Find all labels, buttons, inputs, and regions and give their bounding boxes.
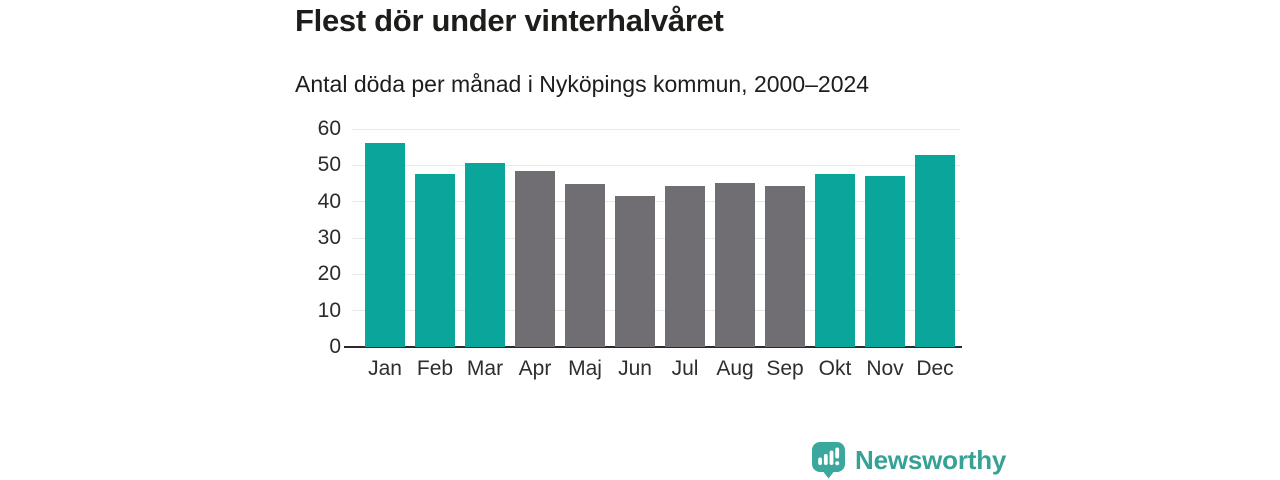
bar-feb — [415, 173, 455, 347]
bar-maj — [565, 183, 605, 347]
ytick-label-10: 10 — [317, 298, 341, 322]
ytick-label-40: 40 — [317, 189, 341, 213]
bar-apr — [515, 170, 555, 347]
bar-sep — [765, 186, 805, 347]
ytick-label-0: 0 — [329, 335, 341, 358]
ytick-label-60: 60 — [317, 117, 341, 140]
gridline-10 — [352, 310, 960, 312]
bar-jun — [615, 195, 655, 347]
xtick-label-okt: Okt — [818, 357, 852, 380]
xtick-label-maj: Maj — [568, 357, 602, 380]
brand-footer: Newsworthy — [811, 441, 1006, 479]
xtick-label-feb: Feb — [416, 357, 454, 380]
bar-okt — [815, 173, 855, 347]
newsworthy-logo-icon — [811, 441, 846, 479]
xtick-label-aug: Aug — [716, 357, 754, 380]
xtick-label-dec: Dec — [916, 357, 954, 380]
bar-jan — [365, 142, 405, 347]
brand-name: Newsworthy — [855, 444, 1007, 475]
x-axis-line — [344, 346, 962, 348]
xtick-label-jan: Jan — [368, 357, 402, 380]
xtick-label-jun: Jun — [618, 357, 652, 380]
gridline-20 — [352, 273, 960, 275]
gridline-50 — [352, 164, 960, 166]
plot-area: 0 10 20 30 40 50 60 Jan Feb Mar Apr Maj Jun Jul Aug Sep… — [318, 117, 962, 380]
page-title: Flest dör under vinterhalvåret — [295, 3, 724, 38]
xtick-label-mar: Mar — [466, 357, 504, 380]
bar-jul — [665, 186, 705, 347]
gridline-60 — [352, 128, 960, 130]
ytick-label-20: 20 — [317, 262, 341, 286]
xtick-label-nov: Nov — [866, 357, 904, 380]
xtick-label-sep: Sep — [766, 357, 804, 380]
bar-aug — [715, 182, 755, 347]
xtick-label-jul: Jul — [671, 357, 699, 380]
ytick-label-50: 50 — [317, 153, 341, 177]
ytick-label-30: 30 — [317, 226, 341, 249]
gridline-40 — [352, 201, 960, 203]
page-subtitle: Antal döda per månad i Nyköpings kommun,… — [295, 71, 870, 97]
bar-mar — [465, 163, 505, 347]
bar-nov — [865, 176, 905, 347]
bar-dec — [915, 154, 955, 347]
gridline-30 — [352, 237, 960, 239]
xtick-label-apr: Apr — [518, 357, 552, 380]
